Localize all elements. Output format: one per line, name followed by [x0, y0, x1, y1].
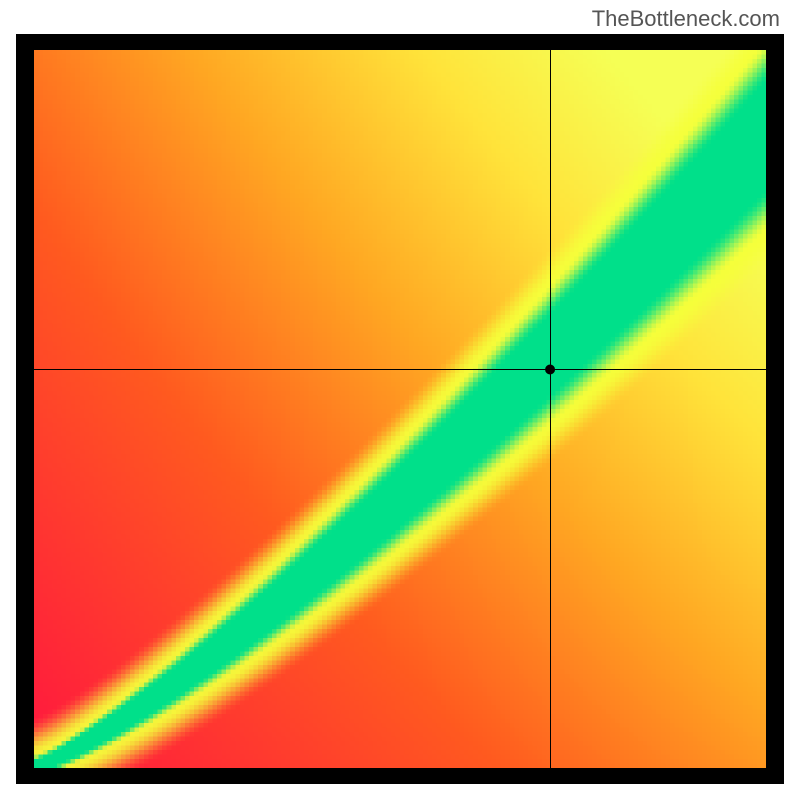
marker-dot	[545, 365, 555, 375]
crosshair-marker	[0, 0, 800, 800]
chart-container: TheBottleneck.com	[0, 0, 800, 800]
watermark-label: TheBottleneck.com	[592, 6, 780, 32]
